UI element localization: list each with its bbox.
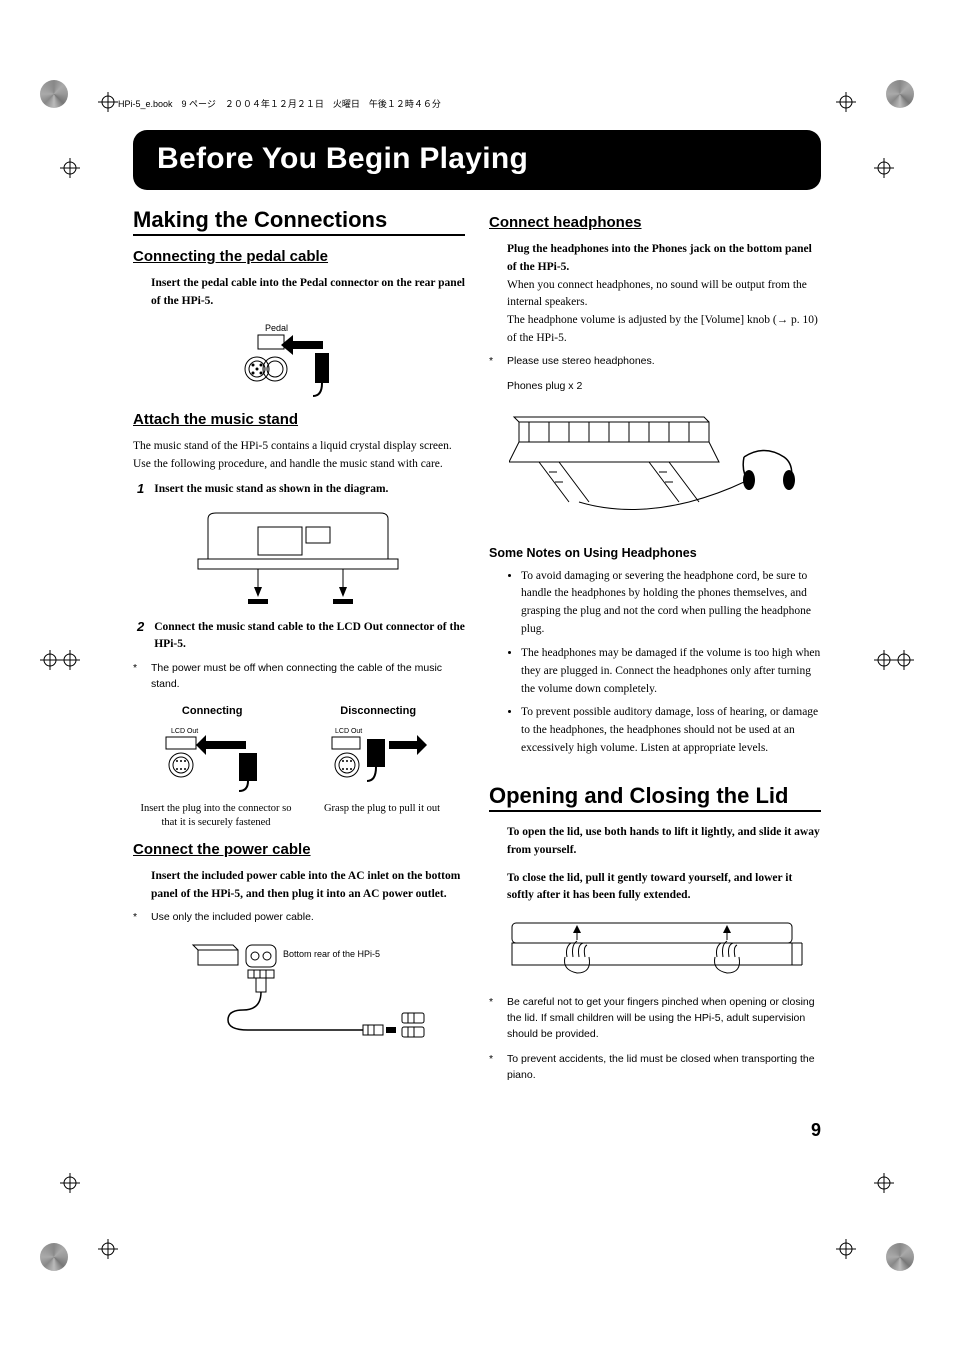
subsection-power-cable: Connect the power cable (133, 841, 465, 858)
conn-labels-row: Connecting Disconnecting (133, 705, 465, 717)
color-wheel-br (886, 1243, 914, 1271)
note-star: * (489, 354, 497, 370)
power-cable-diagram: Bottom rear of the HPi-5 (188, 935, 448, 1045)
headphones-note-text: Please use stereo headphones. (507, 354, 655, 370)
music-stand-note: * The power must be off when connecting … (133, 661, 465, 693)
note-star: * (133, 661, 141, 693)
conn-diagrams-row: LCD Out Insert the plug into the connect… (133, 723, 465, 831)
pedal-label: Pedal (265, 323, 288, 333)
bottom-rear-label: Bottom rear of the HPi-5 (283, 949, 380, 959)
step-1-num: 1 (137, 481, 144, 498)
power-cable-text: Insert the included power cable into the… (133, 868, 465, 904)
reg-mark-ll2 (60, 1173, 80, 1193)
headphones-p1: When you connect headphones, no sound wi… (507, 277, 821, 313)
bullet-1: To avoid damaging or severing the headph… (521, 568, 821, 639)
reg-mark-br (836, 1239, 856, 1259)
headphones-block: Plug the headphones into the Phones jack… (489, 241, 821, 348)
bullet-2: The headphones may be damaged if the vol… (521, 645, 821, 698)
reg-mark-mr (894, 650, 914, 670)
reg-mark-tr (836, 92, 856, 112)
subsection-headphones: Connect headphones (489, 214, 821, 231)
bullet-3: To prevent possible auditory damage, los… (521, 704, 821, 757)
connecting-caption: Insert the plug into the connector so th… (136, 802, 295, 831)
headphones-p2: The headphone volume is adjusted by the … (507, 312, 821, 348)
note-star: * (489, 995, 497, 1042)
lid-p2: To close the lid, pull it gently toward … (489, 870, 821, 906)
color-wheel-tl (40, 80, 68, 108)
lid-note-1-text: Be careful not to get your fingers pinch… (507, 995, 821, 1042)
headphone-notes-list: To avoid damaging or severing the headph… (489, 568, 821, 758)
page-title: Before You Begin Playing (133, 130, 821, 190)
header-metadata: HPi-5_e.book 9 ページ ２００４年１２月２１日 火曜日 午後１２時… (118, 97, 441, 110)
headphones-note: * Please use stereo headphones. (489, 354, 821, 370)
reg-mark-ml (40, 650, 60, 670)
svg-text:LCD Out: LCD Out (335, 728, 362, 735)
connecting-label: Connecting (182, 705, 243, 717)
step-2-text: Connect the music stand cable to the LCD… (154, 619, 465, 654)
step-2: 2 Connect the music stand cable to the L… (133, 619, 465, 654)
reg-mark-ul (60, 158, 80, 178)
subsection-music-stand: Attach the music stand (133, 411, 465, 428)
music-stand-diagram (188, 509, 408, 609)
pedal-cable-text: Insert the pedal cable into the Pedal co… (133, 275, 465, 311)
connecting-diagram: LCD Out (151, 723, 281, 793)
lid-p1: To open the lid, use both hands to lift … (489, 824, 821, 860)
music-stand-intro: The music stand of the HPi-5 contains a … (133, 438, 465, 474)
two-column-layout: Making the Connections Connecting the pe… (133, 208, 821, 1090)
disconnecting-caption: Grasp the plug to pull it out (302, 802, 461, 817)
right-column: Connect headphones Plug the headphones i… (489, 208, 821, 1090)
disconnecting-item: LCD Out Grasp the plug to pull it out (302, 723, 461, 817)
color-wheel-bl (40, 1243, 68, 1271)
reg-mark-lr2 (874, 1173, 894, 1193)
page-content: Before You Begin Playing Making the Conn… (133, 130, 821, 1141)
music-stand-note-text: The power must be off when connecting th… (151, 661, 465, 693)
note-star: * (489, 1052, 497, 1084)
step-1: 1 Insert the music stand as shown in the… (133, 481, 465, 498)
power-cable-note-text: Use only the included power cable. (151, 910, 314, 926)
reg-mark-mr2 (874, 650, 894, 670)
disconnecting-diagram: LCD Out (327, 723, 437, 793)
phones-plug-label: Phones plug x 2 (507, 380, 821, 392)
subsection-pedal-cable: Connecting the pedal cable (133, 248, 465, 265)
lid-diagram (507, 915, 807, 985)
connecting-item: LCD Out Insert the plug into the connect… (136, 723, 295, 831)
reg-mark-bl (98, 1239, 118, 1259)
lid-note-2-text: To prevent accidents, the lid must be cl… (507, 1052, 821, 1084)
lid-note-2: * To prevent accidents, the lid must be … (489, 1052, 821, 1084)
svg-text:LCD Out: LCD Out (171, 728, 198, 735)
page-number: 9 (133, 1120, 821, 1141)
headphones-diagram (509, 402, 809, 532)
section-making-connections: Making the Connections (133, 208, 465, 236)
reg-mark-ur (874, 158, 894, 178)
headphones-bold: Plug the headphones into the Phones jack… (507, 241, 821, 277)
reg-mark-tl (98, 92, 118, 112)
note-star: * (133, 910, 141, 926)
subsub-headphone-notes: Some Notes on Using Headphones (489, 546, 821, 560)
section-opening-lid: Opening and Closing the Lid (489, 784, 821, 812)
pedal-diagram: Pedal (233, 321, 353, 401)
reg-mark-ml2 (60, 650, 80, 670)
power-cable-note: * Use only the included power cable. (133, 910, 465, 926)
lid-note-1: * Be careful not to get your fingers pin… (489, 995, 821, 1042)
left-column: Making the Connections Connecting the pe… (133, 208, 465, 1090)
color-wheel-tr (886, 80, 914, 108)
disconnecting-label: Disconnecting (340, 705, 416, 717)
step-2-num: 2 (137, 619, 144, 654)
step-1-text: Insert the music stand as shown in the d… (154, 481, 388, 498)
